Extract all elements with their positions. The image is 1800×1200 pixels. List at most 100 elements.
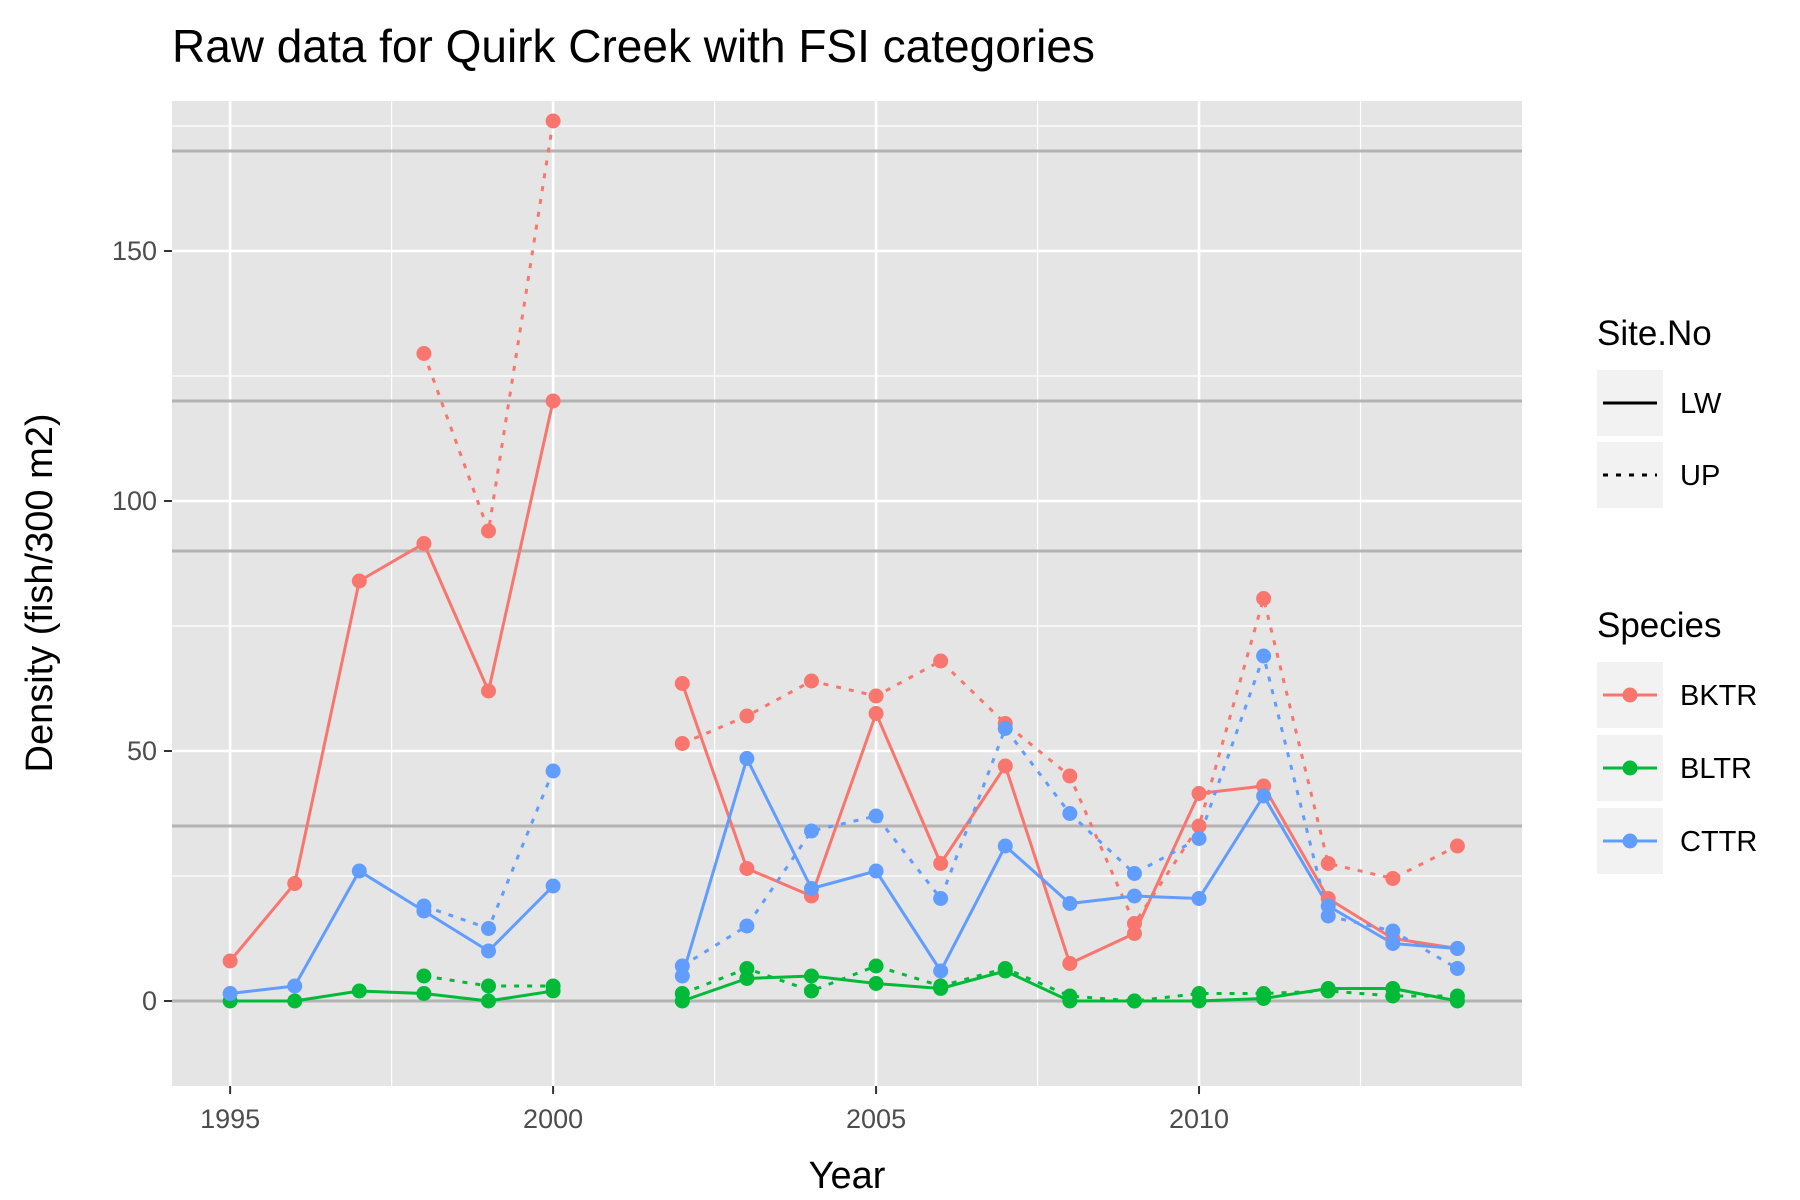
plot-panel <box>172 101 1522 1086</box>
data-point-bktr-up <box>868 688 884 704</box>
data-point-cttr-lw <box>1062 896 1078 911</box>
data-point-bktr-up <box>545 113 561 129</box>
data-point-cttr-up <box>997 721 1013 736</box>
data-point-bltr-up <box>674 986 690 1001</box>
data-point-cttr-lw <box>545 878 561 894</box>
data-point-cttr-up <box>674 958 690 974</box>
data-point-bktr-lw <box>868 706 884 721</box>
data-point-bktr-lw <box>739 861 755 876</box>
data-point-bktr-up <box>1385 871 1401 886</box>
data-point-bktr-lw <box>222 953 238 969</box>
data-point-bltr-up <box>868 958 884 974</box>
data-point-bltr-up <box>416 968 432 984</box>
x-tick-label: 2000 <box>523 1104 583 1134</box>
data-point-cttr-lw <box>1385 936 1401 951</box>
data-point-bltr-up <box>1256 986 1272 1001</box>
data-point-cttr-lw <box>739 751 755 766</box>
data-point-bltr-lw <box>803 968 819 984</box>
fsi-category-lines <box>172 149 1522 1003</box>
data-point-cttr-up <box>739 918 755 934</box>
data-point-cttr-up <box>933 891 949 906</box>
data-point-bktr-lw <box>481 683 497 699</box>
data-point-cttr-lw <box>481 943 497 959</box>
data-point-bktr-lw <box>545 393 561 409</box>
x-tick-label: 1995 <box>200 1104 260 1134</box>
legend-label-lw: LW <box>1680 388 1722 420</box>
data-point-bltr-up <box>1062 988 1078 1004</box>
data-point-cttr-lw <box>351 863 367 879</box>
series-line-cttr-lw <box>229 869 555 995</box>
legend-point-cttr <box>1622 833 1638 849</box>
data-point-cttr-up <box>868 808 884 824</box>
data-point-cttr-lw <box>287 978 303 994</box>
legend-label-bktr: BKTR <box>1680 680 1757 712</box>
data-point-bktr-up <box>1449 838 1465 854</box>
data-point-bktr-up <box>1191 818 1207 834</box>
data-point-bltr-up <box>545 978 561 994</box>
data-point-bktr-lw <box>351 573 367 589</box>
x-tick-label: 2010 <box>1169 1104 1229 1134</box>
data-point-bktr-up <box>674 736 690 751</box>
legend-point-bltr <box>1622 760 1638 776</box>
data-point-cttr-up <box>1062 806 1078 821</box>
data-point-bktr-lw <box>674 676 690 691</box>
data-point-bktr-lw <box>416 536 432 551</box>
data-point-cttr-up <box>481 921 497 936</box>
data-point-bltr-up <box>997 961 1013 976</box>
y-axis-title: Density (fish/300 m2) <box>19 413 61 772</box>
chart-title: Raw data for Quirk Creek with FSI catego… <box>172 20 1095 72</box>
series-points <box>222 113 1465 1009</box>
legend-site-title: Site.No <box>1597 314 1712 353</box>
data-point-bltr-up <box>739 961 755 976</box>
x-tick-label: 2005 <box>846 1104 906 1134</box>
data-point-bktr-up <box>1126 916 1142 931</box>
y-tick-label: 150 <box>112 236 157 266</box>
legend-species-title: Species <box>1597 606 1722 645</box>
data-point-cttr-lw <box>868 863 884 879</box>
data-point-cttr-up <box>416 898 432 914</box>
data-point-bktr-up <box>1256 591 1272 606</box>
data-point-cttr-up <box>1126 866 1142 881</box>
data-point-bltr-lw <box>416 986 432 1001</box>
data-point-cttr-lw <box>222 986 238 1001</box>
data-point-cttr-up <box>1385 923 1401 939</box>
y-tick-label: 100 <box>112 486 157 516</box>
data-point-cttr-up <box>1191 831 1207 846</box>
data-point-cttr-lw <box>1256 788 1272 804</box>
data-point-cttr-lw <box>1191 891 1207 906</box>
legend-label-cttr: CTTR <box>1680 826 1757 858</box>
data-point-bltr-up <box>1191 986 1207 1001</box>
x-tick-labels: 1995 2000 2005 2010 <box>200 1104 1229 1134</box>
data-point-cttr-up <box>1320 908 1336 924</box>
data-point-cttr-lw <box>1449 941 1465 956</box>
legend-label-up: UP <box>1680 460 1720 492</box>
data-point-bktr-up <box>933 653 949 669</box>
legend-point-bktr <box>1622 687 1638 703</box>
series-line-bktr-lw <box>228 400 555 962</box>
data-point-cttr-up <box>1256 648 1272 664</box>
data-point-bktr-up <box>803 673 819 689</box>
data-point-cttr-up <box>545 763 561 779</box>
data-point-bktr-up <box>1062 768 1078 784</box>
y-tick-label: 50 <box>127 736 157 766</box>
x-axis-title: Year <box>809 1155 886 1197</box>
data-point-bltr-up <box>933 978 949 994</box>
data-point-bltr-up <box>1449 988 1465 1004</box>
legend-site-keys: LW UP <box>1597 370 1722 508</box>
data-point-cttr-lw <box>1126 888 1142 904</box>
data-point-cttr-up <box>803 823 819 839</box>
legend-species-keys: BKTR BLTR CTTR <box>1597 662 1757 874</box>
data-point-bltr-lw <box>868 976 884 991</box>
data-point-bktr-lw <box>1191 786 1207 801</box>
data-point-bltr-up <box>1320 983 1336 999</box>
series-line-bltr-lw <box>230 989 554 1003</box>
data-point-bktr-lw <box>933 856 949 871</box>
legend-label-bltr: BLTR <box>1680 753 1752 785</box>
minor-gridlines <box>172 101 1522 1086</box>
data-point-bltr-up <box>1126 993 1142 1009</box>
data-point-bltr-up <box>481 978 497 994</box>
data-point-cttr-lw <box>997 838 1013 854</box>
y-tick-label: 0 <box>142 986 157 1016</box>
